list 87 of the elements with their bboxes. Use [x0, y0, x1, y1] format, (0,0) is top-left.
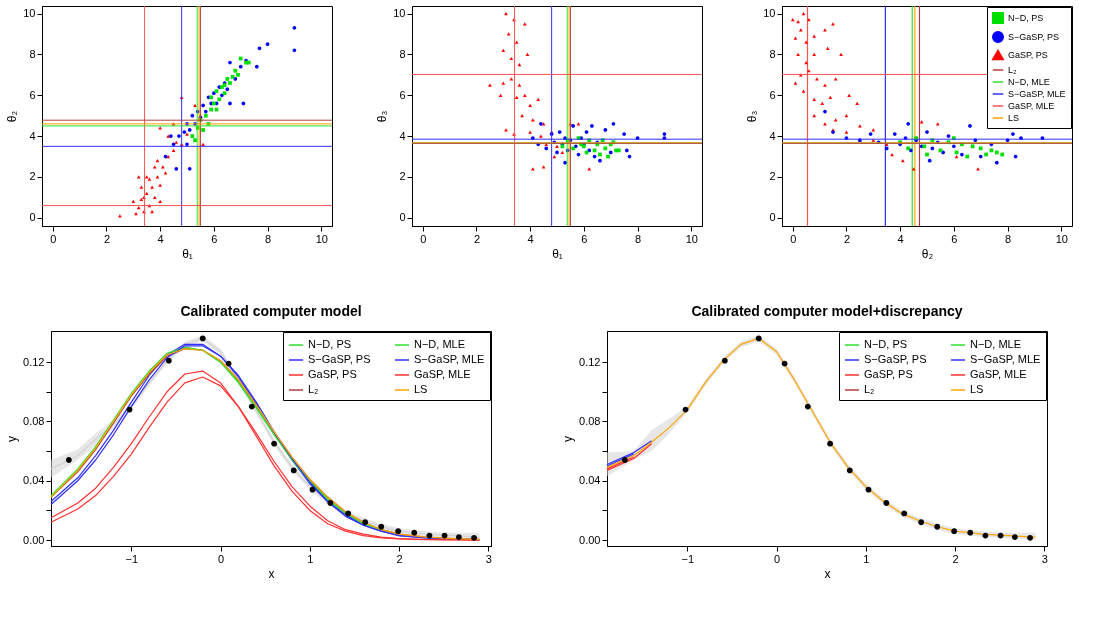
y-tick-label: 0.04: [579, 474, 601, 487]
legend-label: GaSP, MLE: [970, 368, 1027, 380]
y-tick-label: 10: [23, 7, 36, 20]
legend-label: LS: [414, 383, 428, 395]
x-tick-label: 2: [843, 232, 851, 245]
x-tick-label: 0: [790, 232, 797, 245]
x-tick-label: 4: [527, 232, 534, 245]
y-tick-label: 10: [393, 7, 406, 20]
y-axis-title: y: [561, 436, 576, 442]
legend-label: S−GaSP, PS: [864, 353, 927, 365]
legend-label: N−D, PS: [864, 338, 908, 350]
legend-label: LS: [970, 383, 984, 395]
x-tick-label: 0: [50, 232, 57, 245]
legend-label: S−GaSP, MLE: [1008, 89, 1066, 99]
y-tick-label: 0.04: [23, 474, 45, 487]
y-tick-label: 8: [399, 47, 406, 60]
y-tick-label: 2: [399, 170, 406, 183]
x-axis-title: x: [824, 566, 831, 581]
legend-label: N−D, MLE: [1008, 77, 1050, 87]
legend-label: L₂: [308, 383, 319, 395]
legend-label: L₂: [1008, 65, 1018, 75]
legend-label: N−D, MLE: [414, 338, 466, 350]
x-tick-label: −1: [681, 552, 695, 565]
y-tick-label: 8: [769, 47, 776, 60]
y-tick-label: 6: [29, 88, 36, 101]
x-tick-label: 8: [634, 232, 642, 245]
chart-title: Calibrated computer model: [180, 303, 362, 319]
x-tick-label: 2: [473, 232, 481, 245]
x-tick-label: 1: [863, 552, 870, 565]
y-tick-label: 0.08: [579, 414, 601, 427]
y-tick-label: 6: [769, 88, 776, 101]
x-tick-label: 10: [315, 232, 328, 245]
x-tick-label: 2: [103, 232, 111, 245]
legend-label: N−D, MLE: [970, 338, 1022, 350]
legend-label: S−GaSP, PS: [308, 353, 371, 365]
y-tick-label: 8: [29, 47, 36, 60]
y-tick-label: 0.00: [579, 533, 601, 546]
y-tick-label: 10: [763, 7, 776, 20]
x-axis-title: θ₁: [182, 246, 193, 261]
x-tick-label: 3: [1041, 552, 1048, 565]
x-tick-label: 10: [685, 232, 698, 245]
y-tick-label: 2: [769, 170, 776, 183]
y-axis-title: y: [5, 436, 20, 442]
x-tick-label: 1: [307, 552, 314, 565]
x-tick-label: −1: [125, 552, 139, 565]
legend-label: N−D, PS: [1008, 13, 1044, 23]
x-axis-title: θ₁: [552, 246, 563, 261]
x-tick-label: 8: [1004, 232, 1012, 245]
legend-label: GaSP, PS: [1008, 50, 1048, 60]
y-axis-title: θ₃: [745, 110, 760, 123]
y-tick-label: 0.08: [23, 414, 45, 427]
x-tick-label: 4: [897, 232, 904, 245]
y-tick-label: 2: [29, 170, 36, 183]
legend-label: LS: [1008, 113, 1020, 123]
y-tick-label: 0.12: [23, 355, 45, 368]
legend-label: L₂: [864, 383, 875, 395]
legend-label: GaSP, MLE: [414, 368, 471, 380]
x-tick-label: 10: [1055, 232, 1068, 245]
legend-label: N−D, PS: [308, 338, 352, 350]
y-tick-label: 0: [769, 211, 776, 224]
y-tick-label: 0.12: [579, 355, 601, 368]
legend-label: S−GaSP, MLE: [414, 353, 485, 365]
legend-label: S−GaSP, MLE: [970, 353, 1041, 365]
y-axis-title: θ₂: [5, 110, 20, 123]
chart-title: Calibrated computer model+discrepancy: [691, 303, 963, 319]
x-tick-label: 0: [420, 232, 427, 245]
y-tick-label: 4: [769, 129, 776, 142]
x-tick-label: 3: [485, 552, 492, 565]
y-axis-title: θ₃: [375, 110, 390, 123]
x-tick-label: 6: [211, 232, 218, 245]
legend-label: GaSP, MLE: [1008, 101, 1055, 111]
y-tick-label: 6: [399, 88, 406, 101]
y-tick-label: 0.00: [23, 533, 45, 546]
y-tick-label: 0: [399, 211, 406, 224]
x-tick-label: 2: [952, 552, 959, 565]
x-tick-label: 8: [264, 232, 272, 245]
y-tick-label: 0: [29, 211, 36, 224]
x-tick-label: 6: [951, 232, 958, 245]
x-tick-label: 0: [218, 552, 225, 565]
legend-label: GaSP, PS: [308, 368, 357, 380]
x-tick-label: 4: [157, 232, 164, 245]
legend-label: GaSP, PS: [864, 368, 913, 380]
legend-label: S−GaSP, PS: [1008, 32, 1060, 42]
x-axis-title: x: [268, 566, 275, 581]
y-tick-label: 4: [399, 129, 406, 142]
x-axis-title: θ₂: [921, 246, 934, 261]
y-tick-label: 4: [29, 129, 36, 142]
